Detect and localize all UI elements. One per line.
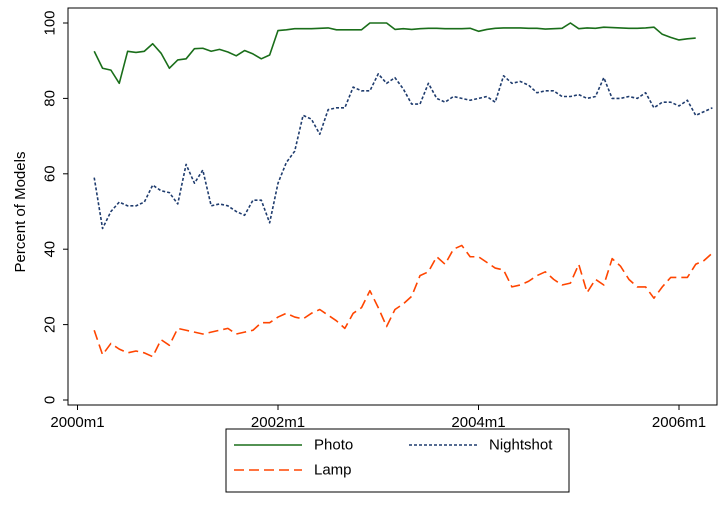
y-tick-label: 0	[42, 396, 59, 404]
legend-label-nightshot: Nightshot	[489, 437, 553, 454]
legend-label-photo: Photo	[314, 437, 353, 454]
series-line-lamp	[93, 244, 713, 358]
x-tick-label: 2004m1	[451, 414, 505, 431]
x-tick-label: 2002m1	[251, 414, 305, 431]
y-tick-label: 40	[42, 241, 59, 258]
series-lines	[93, 22, 713, 358]
y-tick-label: 60	[42, 165, 59, 182]
axes: 0 20 40 60 80 100 2000m1 2002m1 2004m1 2006m1	[42, 7, 718, 431]
plot-frame	[67, 7, 718, 406]
y-tick-label: 80	[42, 90, 59, 107]
series-line-photo	[93, 22, 696, 85]
x-tick-label: 2006m1	[652, 414, 706, 431]
y-axis-title: Percent of Models	[12, 152, 29, 273]
y-tick-label: 20	[42, 316, 59, 333]
legend: Photo Nightshot Lamp	[225, 428, 570, 493]
legend-label-lamp: Lamp	[314, 462, 352, 479]
legend-box	[225, 428, 570, 493]
series-line-nightshot	[93, 73, 713, 230]
x-tick-label: 2000m1	[50, 414, 104, 431]
y-tick-label: 100	[42, 10, 59, 35]
